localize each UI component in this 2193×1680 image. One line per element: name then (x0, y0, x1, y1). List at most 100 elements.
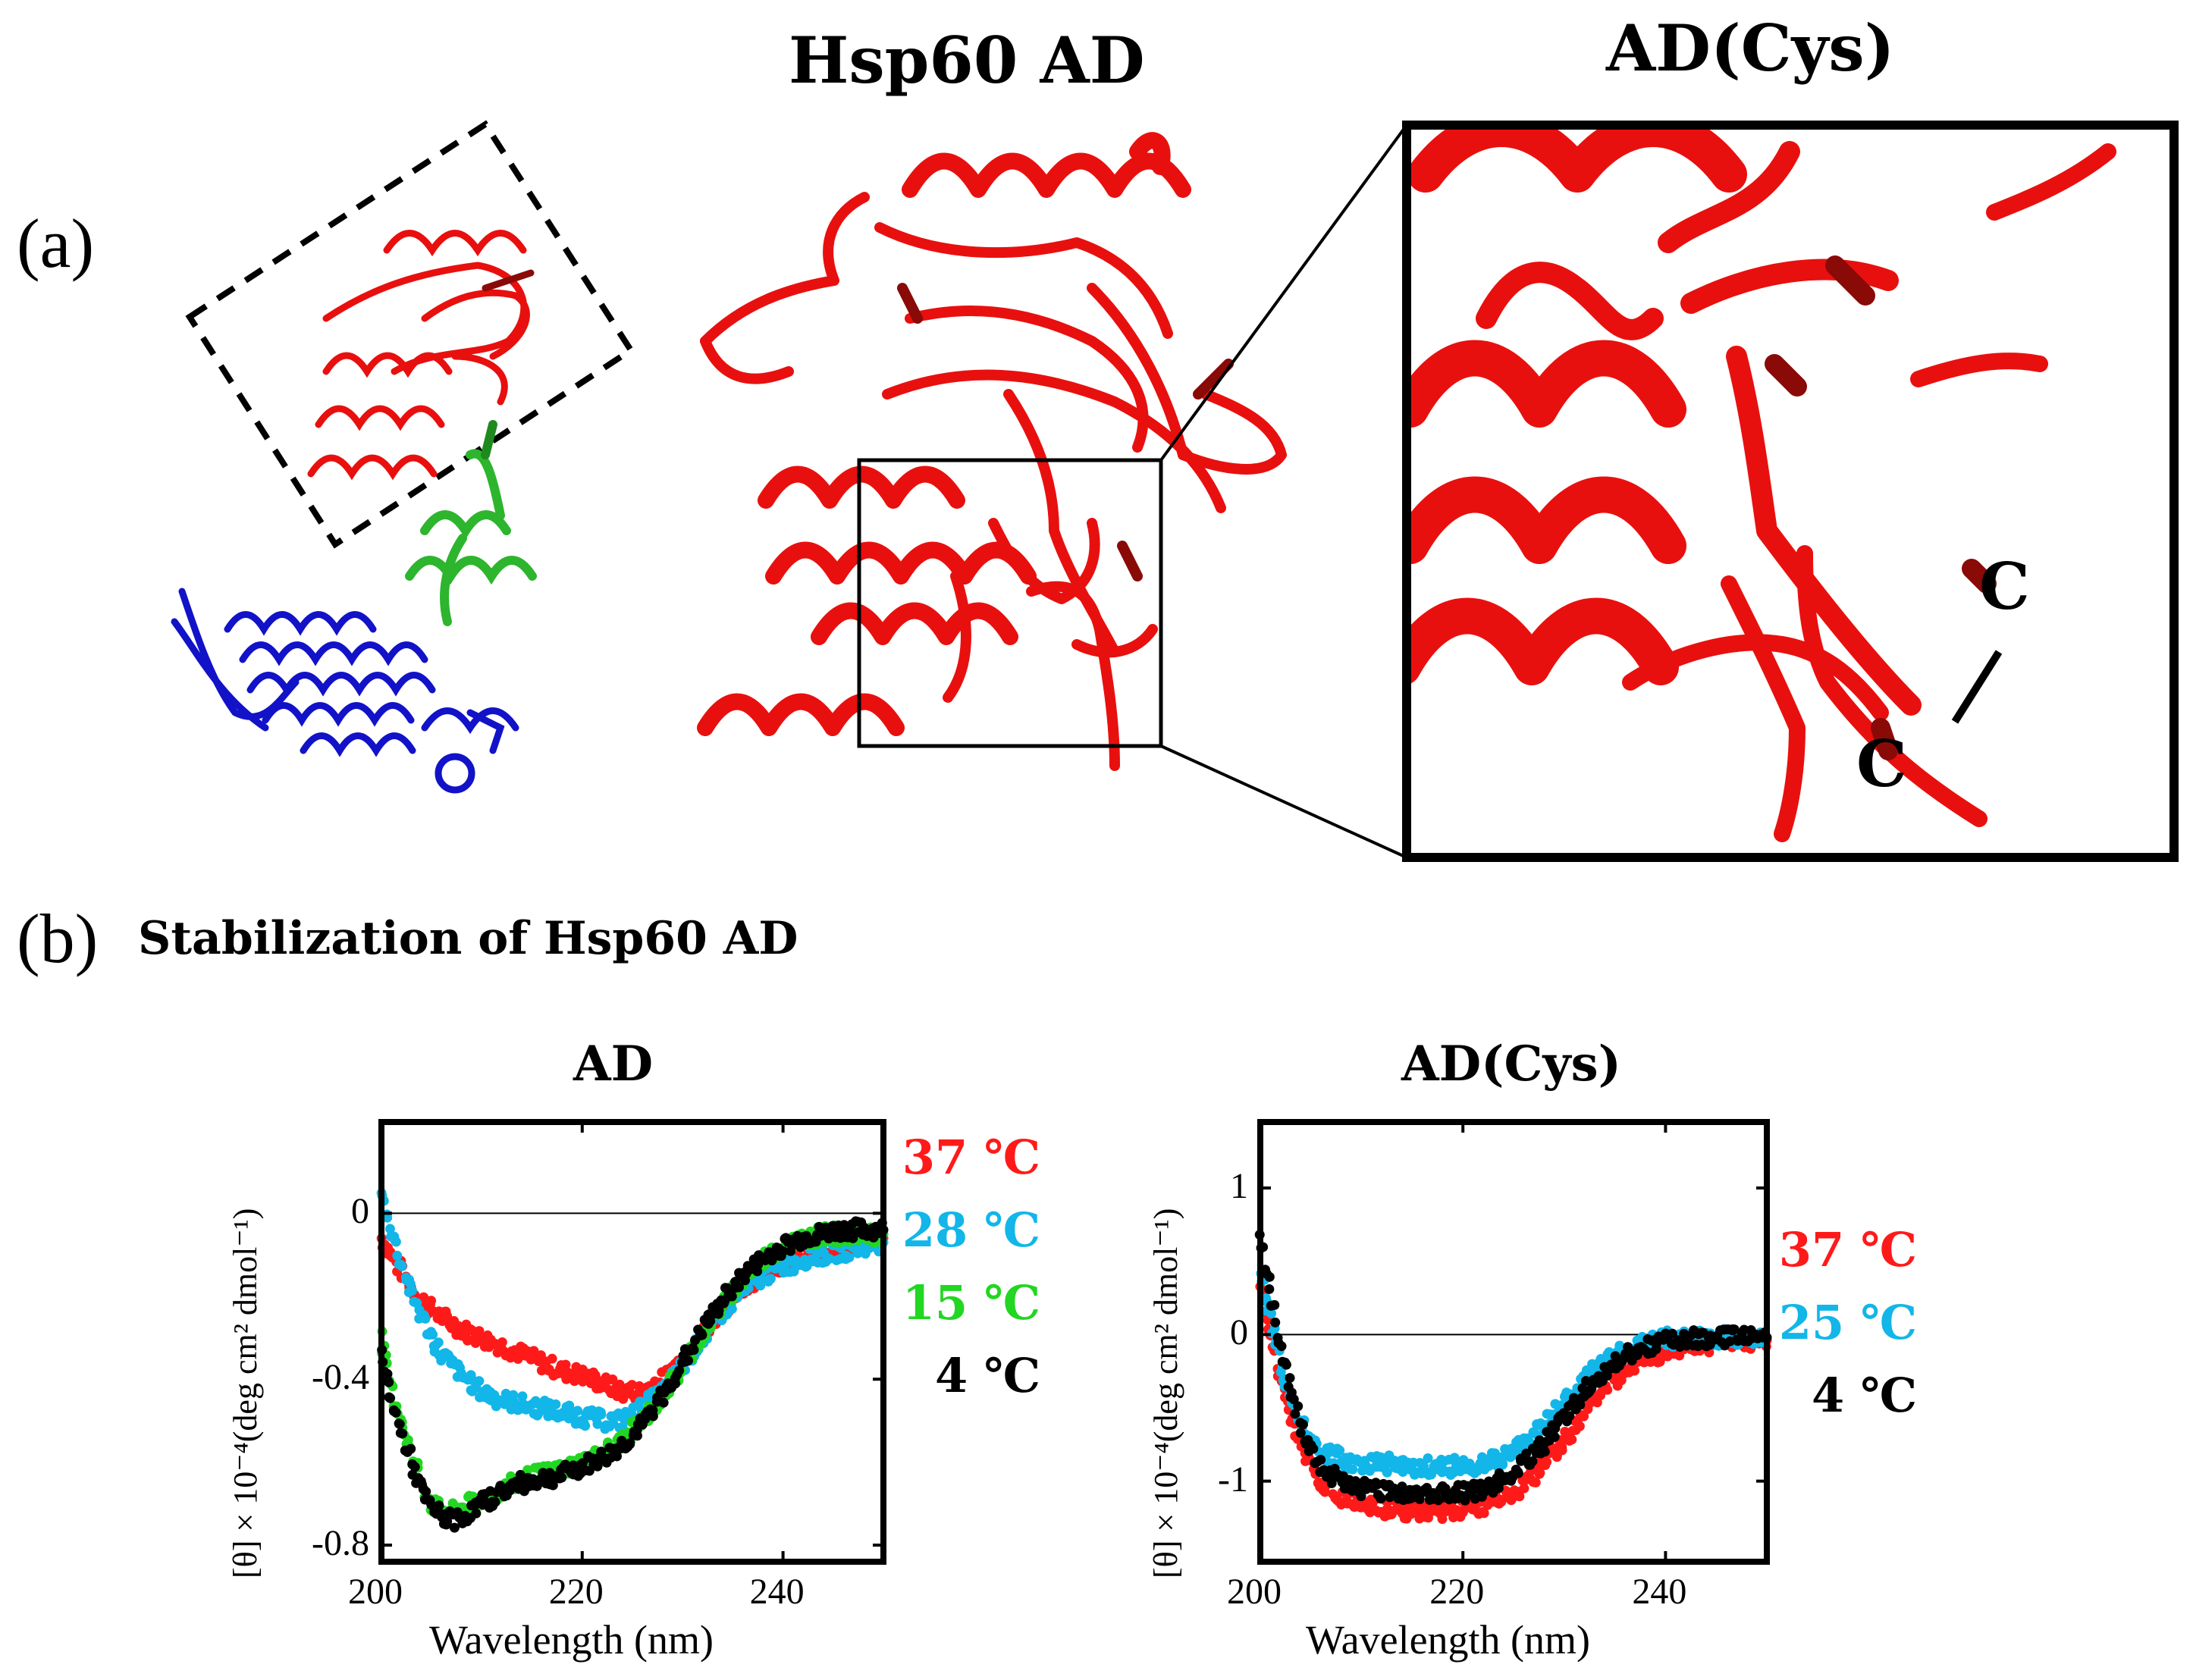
data-point (490, 1497, 500, 1507)
data-point (592, 1418, 603, 1429)
intermediate-domain (405, 420, 537, 626)
data-point (1356, 1491, 1366, 1502)
legend-item: 25 ℃ (1778, 1295, 1917, 1350)
data-point (1426, 1469, 1436, 1480)
data-point (1519, 1483, 1529, 1494)
data-point (726, 1291, 737, 1302)
x-tick-label: 240 (1632, 1572, 1687, 1612)
data-point (384, 1224, 395, 1234)
y-tick-label: 0 (351, 1191, 369, 1232)
data-point (734, 1282, 745, 1293)
chart-ad-title: AD (573, 1036, 654, 1092)
data-point (767, 1255, 777, 1266)
data-point (1376, 1494, 1386, 1504)
plot-frame (1257, 1119, 1770, 1565)
data-point (765, 1274, 776, 1284)
series-1 (1256, 1268, 1772, 1481)
data-point (1542, 1456, 1552, 1467)
zoom-line-bottom (1160, 744, 1407, 859)
hsp60-ad-title: Hsp60 AD (789, 23, 1145, 98)
data-point (674, 1365, 685, 1376)
data-point (1347, 1464, 1358, 1475)
data-point (1729, 1324, 1740, 1335)
data-point (1281, 1359, 1291, 1370)
data-point (1514, 1491, 1525, 1502)
x-tick-label: 200 (1227, 1572, 1282, 1612)
data-point (557, 1472, 567, 1483)
data-point (434, 1500, 444, 1511)
data-point (658, 1397, 669, 1408)
legend-item: 4 ℃ (1811, 1368, 1917, 1423)
data-point (683, 1356, 694, 1366)
data-point (508, 1390, 519, 1400)
data-point (590, 1370, 601, 1381)
data-point (471, 1508, 482, 1519)
data-point (592, 1461, 603, 1472)
data-point (1266, 1309, 1277, 1319)
y-tick-label: -1 (1218, 1459, 1248, 1500)
data-point (560, 1359, 571, 1370)
data-point (596, 1409, 607, 1420)
data-point (449, 1522, 460, 1533)
data-point (433, 1337, 444, 1348)
data-point (1534, 1468, 1545, 1479)
data-point (1264, 1271, 1275, 1282)
data-point (382, 1368, 393, 1379)
data-point (573, 1406, 583, 1416)
data-point (1574, 1421, 1585, 1431)
cys-atom-top: C (1979, 549, 2030, 624)
data-point (397, 1261, 407, 1271)
data-point (515, 1469, 526, 1480)
data-point (726, 1304, 737, 1315)
data-point (1610, 1351, 1620, 1362)
data-point (697, 1330, 707, 1340)
data-point (1290, 1409, 1300, 1419)
data-point (1567, 1434, 1577, 1445)
legend-item: 28 ℃ (902, 1202, 1040, 1258)
data-point (1264, 1284, 1275, 1294)
data-point (391, 1236, 401, 1247)
x-tick-label: 220 (548, 1572, 604, 1612)
panel-a-label: (a) (17, 205, 95, 282)
data-point (1316, 1454, 1326, 1465)
data-point (1270, 1317, 1281, 1327)
data-point (1564, 1411, 1575, 1421)
data-point (1539, 1446, 1550, 1457)
data-point (406, 1285, 417, 1296)
legend-item: 37 ℃ (902, 1130, 1040, 1185)
equatorial-domain (171, 588, 519, 794)
data-point (406, 1443, 416, 1454)
data-point (397, 1428, 408, 1439)
data-point (632, 1431, 642, 1441)
dashed-selection-box (185, 120, 635, 549)
data-point (1579, 1411, 1589, 1421)
y-tick-label: 0 (1230, 1312, 1248, 1353)
x-tick-label: 220 (1429, 1572, 1485, 1612)
data-point (1423, 1453, 1433, 1464)
data-point (1335, 1445, 1345, 1456)
data-point (1581, 1375, 1592, 1386)
data-point (626, 1380, 637, 1390)
data-point (1549, 1431, 1560, 1442)
data-point (474, 1376, 485, 1387)
data-point (625, 1439, 635, 1450)
legend-item: 37 ℃ (1778, 1222, 1917, 1277)
chart-adcys-xlabel: Wavelength (nm) (1306, 1617, 1591, 1663)
data-point (1269, 1299, 1280, 1310)
data-point (409, 1462, 420, 1472)
data-point (577, 1458, 588, 1468)
data-point (714, 1305, 724, 1316)
data-point (1389, 1456, 1400, 1466)
data-point (426, 1296, 437, 1306)
data-point (1498, 1459, 1508, 1469)
data-point (1557, 1445, 1567, 1456)
data-point (1382, 1467, 1392, 1478)
data-point (442, 1516, 453, 1527)
data-point (547, 1480, 558, 1490)
data-point (705, 1316, 716, 1327)
data-point (1308, 1443, 1319, 1454)
x-tick-label: 240 (749, 1572, 805, 1612)
